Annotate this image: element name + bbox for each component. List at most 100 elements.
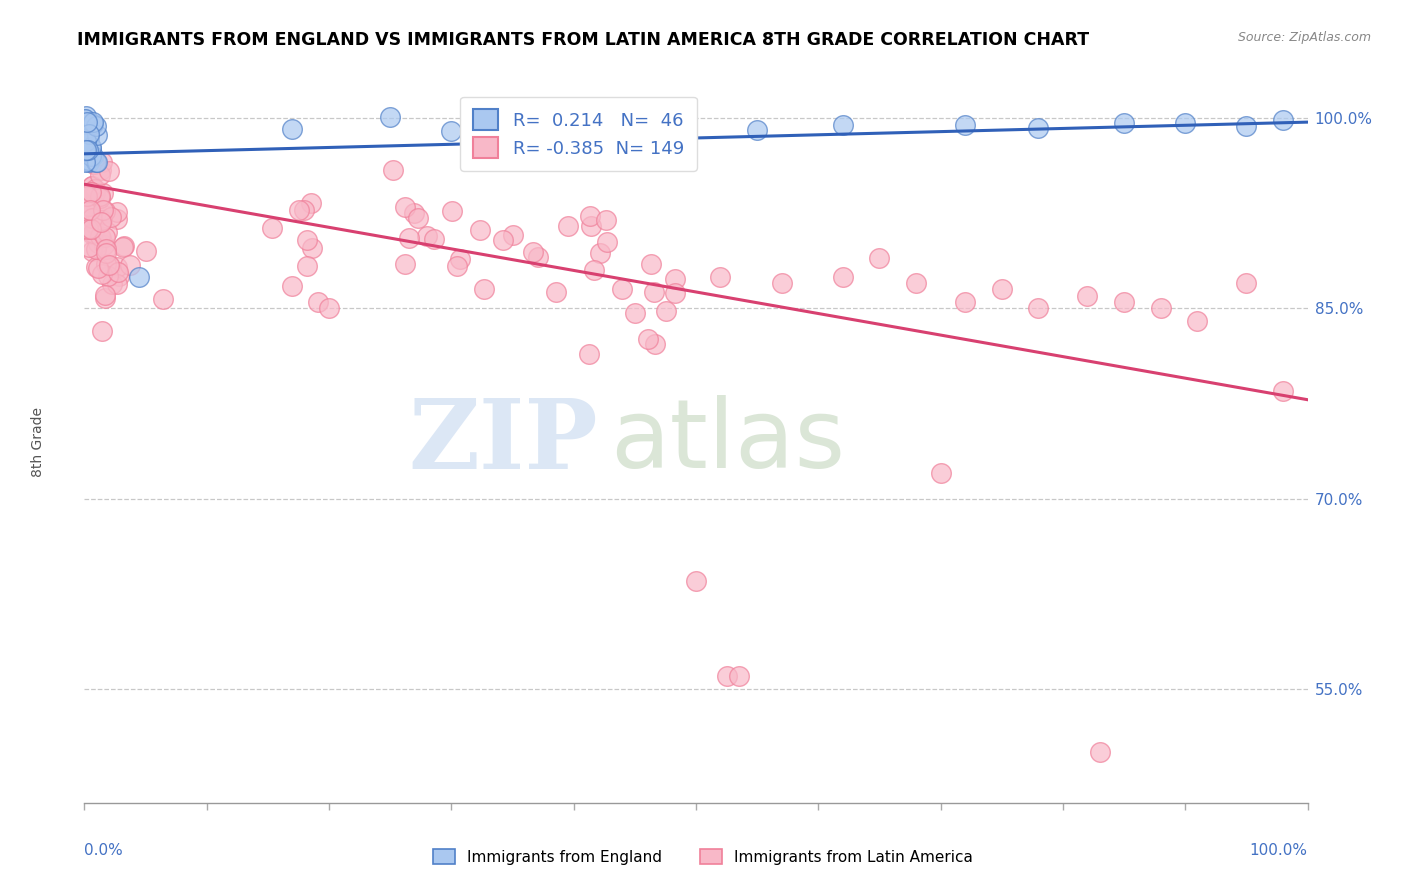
Point [82,117,104,131]
Text: 100.0%: 100.0% [1250,843,1308,857]
Point [96,257,118,271]
Point [440,123,463,137]
Point [1150,301,1173,316]
Point [644,336,666,351]
Point [1028,301,1050,316]
Text: ZIP: ZIP [409,394,598,489]
Point [76,118,98,132]
Point [77,153,100,168]
Point [596,235,619,249]
Point [423,232,446,246]
Point [91,154,114,169]
Point [84,243,107,257]
Point [112,240,135,254]
Point [91,202,114,217]
Point [544,285,567,299]
Text: Source: ZipAtlas.com: Source: ZipAtlas.com [1237,31,1371,45]
Point [1088,745,1111,759]
Point [582,262,605,277]
Point [446,259,468,273]
Point [91,207,114,221]
Point [77,153,100,167]
Point [94,291,117,305]
Point [96,225,118,239]
Point [80,143,103,157]
Point [292,202,315,217]
Point [83,157,105,171]
Point [76,198,98,212]
Point [468,222,491,236]
Point [1114,295,1136,310]
Point [80,221,103,235]
Point [1114,116,1136,130]
Point [86,128,108,142]
Point [664,286,686,301]
Point [75,186,97,200]
Point [402,205,425,219]
Point [135,244,157,258]
Point [75,143,97,157]
Point [84,182,107,196]
Point [295,260,318,274]
Point [557,219,579,233]
Point [84,199,107,213]
Point [831,269,853,284]
Point [77,204,100,219]
Point [307,295,329,310]
Point [579,209,602,223]
Point [685,574,707,588]
Text: 8th Grade: 8th Grade [31,407,45,476]
Point [94,246,117,260]
Point [301,241,323,255]
Point [380,110,402,124]
Point [82,178,104,193]
Point [610,282,633,296]
Point [1236,276,1258,290]
Point [75,145,97,159]
Point [579,219,602,234]
Point [91,186,114,200]
Point [128,269,150,284]
Point [80,211,103,226]
Point [100,210,122,224]
Point [77,143,100,157]
Point [73,112,96,127]
Point [98,164,121,178]
Point [538,113,561,128]
Legend: Immigrants from England, Immigrants from Latin America: Immigrants from England, Immigrants from… [427,843,979,871]
Point [406,211,429,225]
Point [89,229,111,244]
Point [991,282,1014,296]
Point [89,189,111,203]
Point [1187,314,1209,328]
Point [105,277,128,291]
Point [105,211,128,226]
Point [84,186,107,200]
Point [73,138,96,153]
Point [869,251,891,265]
Point [643,285,665,300]
Point [90,163,112,178]
Point [953,295,976,310]
Point [394,257,416,271]
Point [73,154,96,169]
Text: atlas: atlas [610,395,845,488]
Point [76,136,98,150]
Text: 0.0%: 0.0% [84,843,124,857]
Point [77,127,100,141]
Point [112,239,135,253]
Point [94,242,117,256]
Point [90,215,112,229]
Point [91,324,114,338]
Point [93,204,115,219]
Point [472,282,495,296]
Point [93,238,115,252]
Point [86,155,108,169]
Point [87,235,110,250]
Point [83,224,105,238]
Point [416,228,439,243]
Point [77,240,100,254]
Point [80,149,103,163]
Point [82,244,104,259]
Point [382,162,405,177]
